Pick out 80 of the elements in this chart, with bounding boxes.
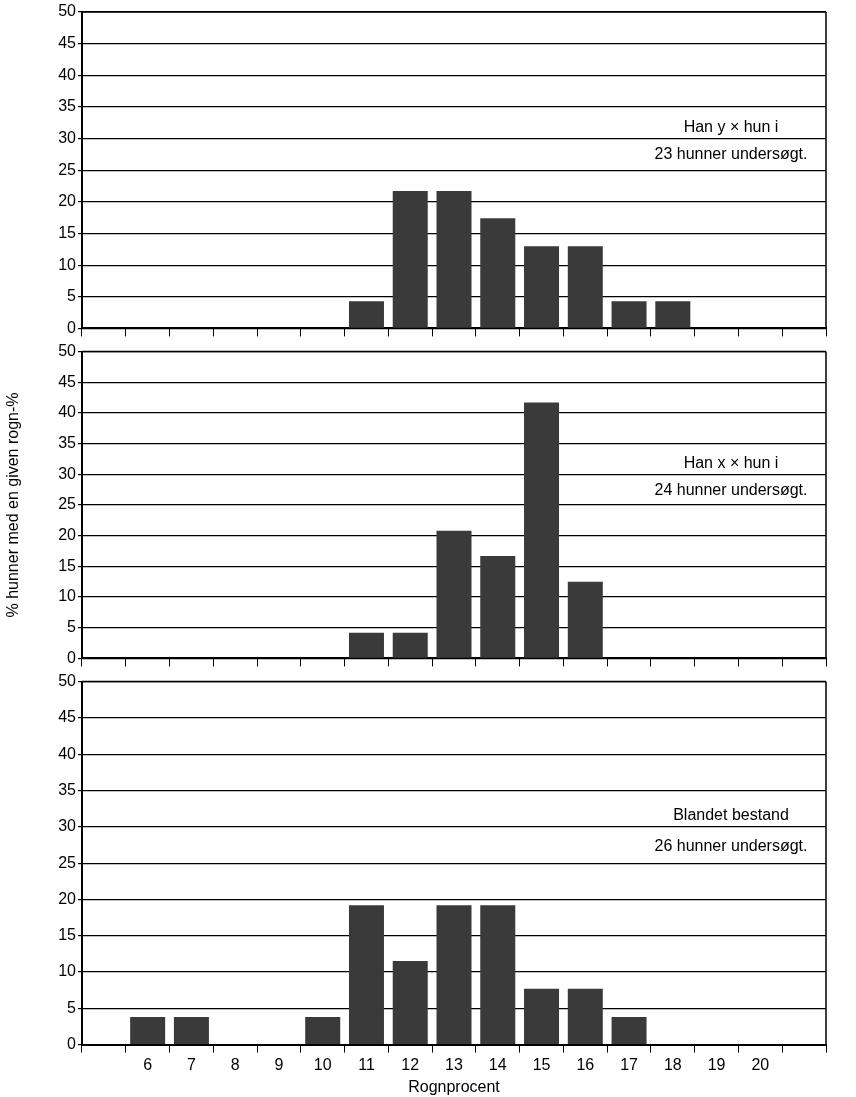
bar <box>392 191 428 328</box>
bar <box>567 988 603 1044</box>
y-tick-label: 30 <box>58 464 77 482</box>
y-axis-title: % hunner med en given rogn-% <box>4 392 22 618</box>
bar <box>524 402 560 658</box>
y-tick-label: 20 <box>58 192 77 210</box>
x-tick-label: 14 <box>488 1055 507 1073</box>
x-tick-label: 18 <box>663 1055 682 1073</box>
y-tick-label: 30 <box>58 128 77 146</box>
y-tick-label: 5 <box>67 618 77 636</box>
bar <box>611 1017 647 1044</box>
bar <box>392 632 428 658</box>
y-tick-label: 45 <box>58 708 77 726</box>
y-tick-label: 5 <box>67 998 77 1016</box>
annotation: 26 hunner undersøgt. <box>654 836 808 854</box>
bar <box>567 246 603 328</box>
x-tick-label: 13 <box>445 1055 463 1073</box>
x-tick-label: 9 <box>274 1055 284 1073</box>
x-tick-label: 17 <box>620 1055 639 1073</box>
x-tick-label: 19 <box>707 1055 726 1073</box>
bar <box>480 905 516 1044</box>
y-tick-label: 35 <box>58 434 77 452</box>
annotation: Blandet bestand <box>673 805 789 823</box>
annotation: 24 hunner undersøgt. <box>654 480 808 498</box>
y-tick-label: 40 <box>58 65 77 83</box>
x-tick-label: 6 <box>143 1055 153 1073</box>
y-tick-label: 20 <box>58 889 77 907</box>
y-tick-label: 0 <box>67 1035 77 1053</box>
y-tick-label: 25 <box>58 495 77 513</box>
bar <box>567 581 603 658</box>
y-tick-label: 0 <box>67 318 77 336</box>
y-tick-label: 40 <box>58 403 77 421</box>
y-tick-label: 50 <box>58 342 77 360</box>
bar <box>480 218 516 328</box>
x-axis-title: Rognprocent <box>408 1077 501 1095</box>
bar <box>392 961 428 1044</box>
y-tick-label: 10 <box>58 587 77 605</box>
x-tick-label: 20 <box>751 1055 770 1073</box>
bar <box>305 1017 341 1044</box>
bar <box>524 988 560 1044</box>
bar <box>524 246 560 328</box>
bar <box>611 301 647 328</box>
y-tick-label: 50 <box>58 2 77 20</box>
x-tick-label: 11 <box>358 1055 375 1073</box>
x-tick-label: 8 <box>230 1055 240 1073</box>
bar <box>348 301 384 328</box>
y-tick-label: 35 <box>58 780 77 798</box>
y-tick-label: 10 <box>58 962 77 980</box>
y-tick-label: 35 <box>58 97 77 115</box>
y-tick-label: 40 <box>58 744 77 762</box>
annotation: Han x × hun i <box>683 454 779 472</box>
x-tick-label: 12 <box>401 1055 420 1073</box>
bar <box>436 905 472 1044</box>
y-tick-label: 30 <box>58 817 77 835</box>
y-tick-label: 50 <box>58 672 77 690</box>
bar <box>436 530 472 658</box>
annotation: Han y × hun i <box>683 118 779 136</box>
y-tick-label: 20 <box>58 526 77 544</box>
y-tick-label: 15 <box>58 926 77 944</box>
bar <box>348 905 384 1044</box>
bar <box>436 191 472 328</box>
y-tick-label: 5 <box>67 287 77 305</box>
bar <box>655 301 691 328</box>
y-tick-label: 25 <box>58 160 77 178</box>
annotation: 23 hunner undersøgt. <box>654 145 808 163</box>
y-tick-label: 25 <box>58 853 77 871</box>
y-tick-label: 10 <box>58 255 77 273</box>
y-tick-label: 0 <box>67 648 77 666</box>
y-tick-label: 15 <box>58 556 77 574</box>
bar <box>348 632 384 658</box>
x-tick-label: 15 <box>532 1055 551 1073</box>
y-tick-label: 45 <box>58 372 77 390</box>
y-tick-label: 15 <box>58 223 77 241</box>
bar <box>480 555 516 658</box>
x-tick-label: 10 <box>313 1055 332 1073</box>
y-tick-label: 45 <box>58 34 77 52</box>
x-tick-label: 7 <box>186 1055 196 1073</box>
bar <box>173 1017 209 1044</box>
x-tick-label: 16 <box>576 1055 595 1073</box>
bar <box>130 1017 166 1044</box>
